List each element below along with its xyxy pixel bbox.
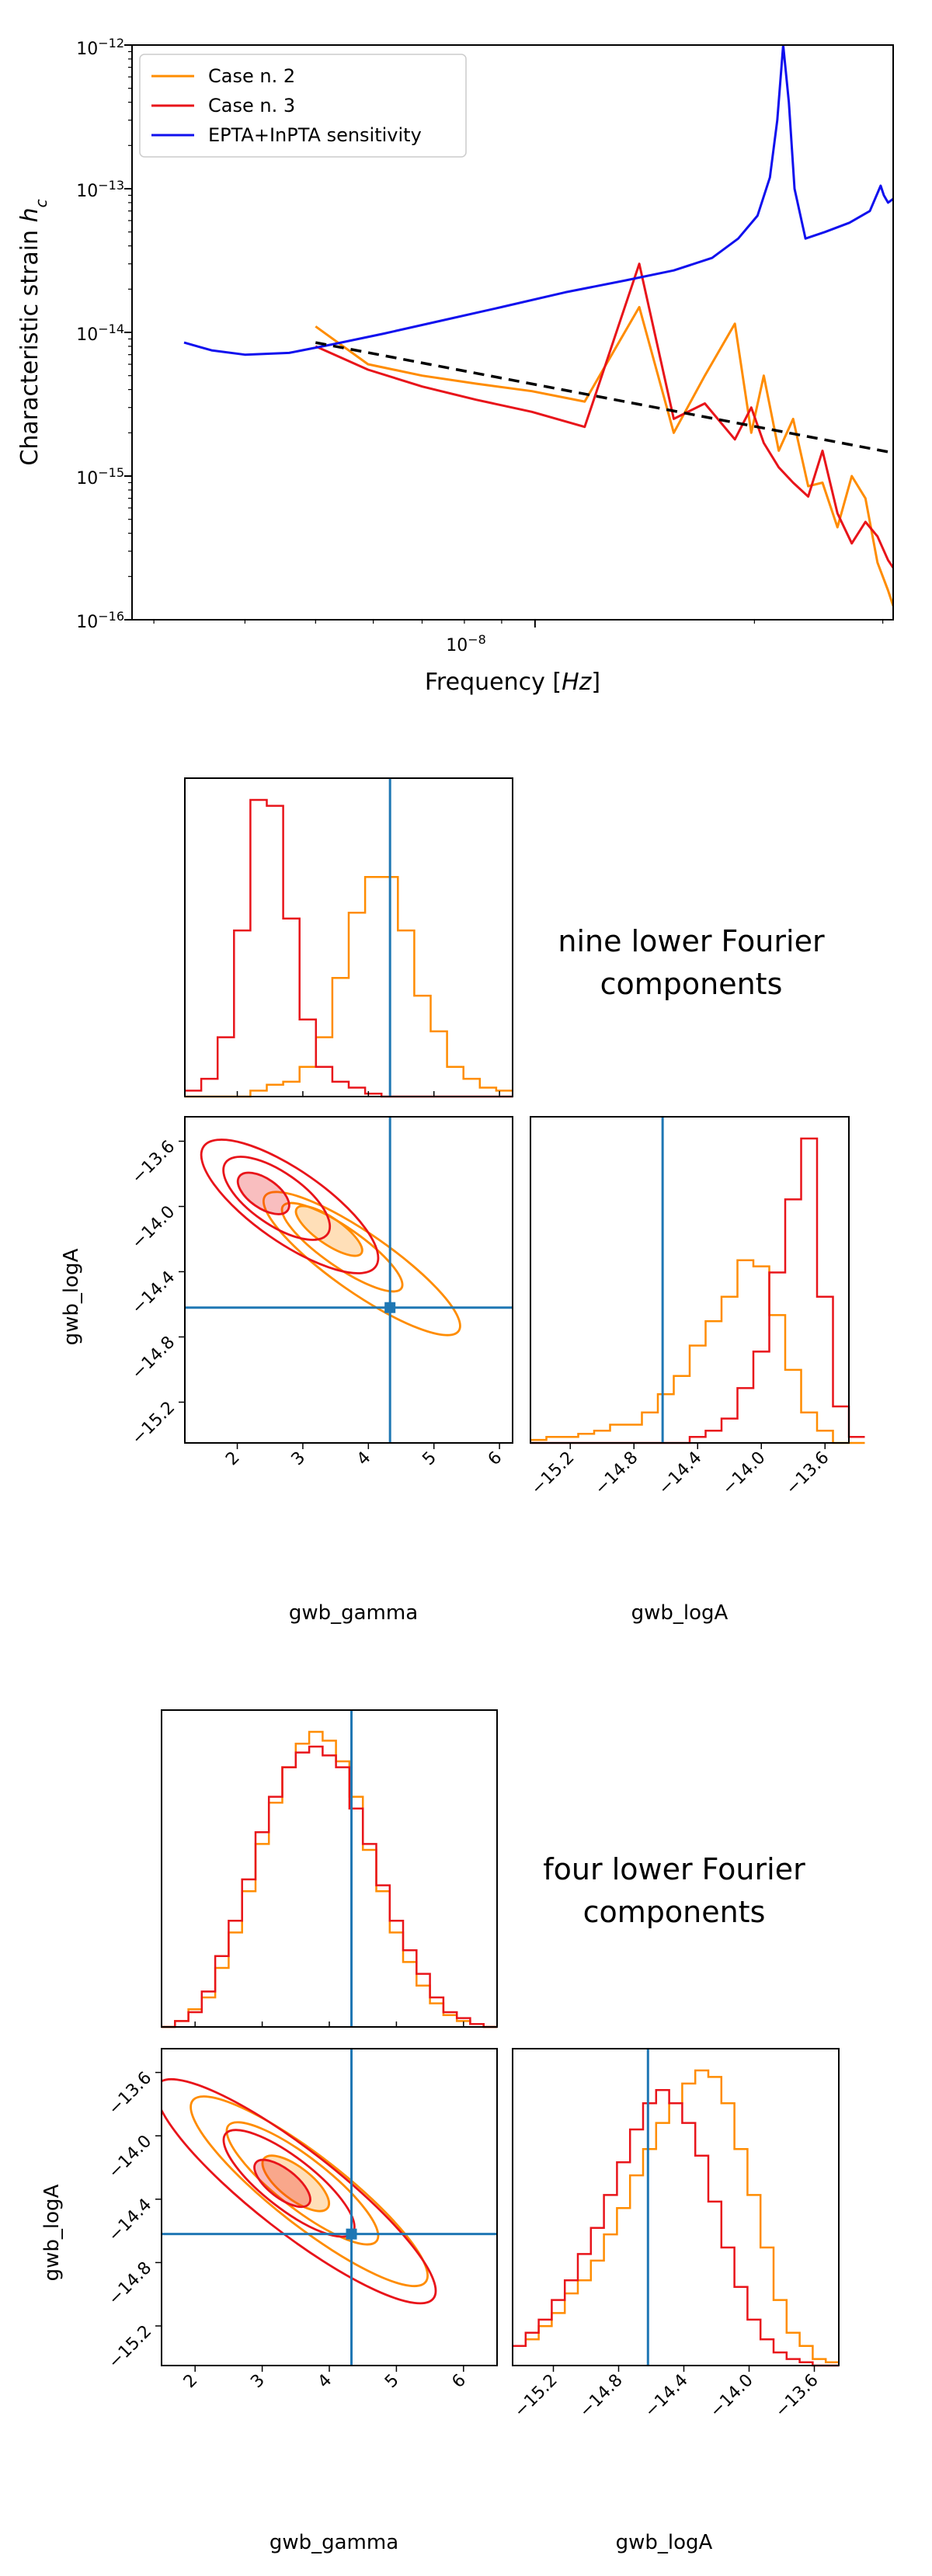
chart-legend: Case n. 2 Case n. 3 EPTA+InPTA sensitivi… xyxy=(139,54,467,158)
strain-axis-ticks xyxy=(124,44,884,627)
corner-b-logA-axis-label: gwb_logA xyxy=(616,2531,713,2554)
legend-label-sensitivity: EPTA+InPTA sensitivity xyxy=(208,124,422,146)
corner-b-logA-hist-frame xyxy=(512,2048,840,2366)
annotation-nine-line2: components xyxy=(600,967,783,1001)
corner-b-gamma-hist-case3 xyxy=(162,1745,497,2028)
corner-b-truth-marker xyxy=(346,2228,357,2240)
series-line-power-law xyxy=(315,341,893,454)
corner-a-logA-y-label: gwb_logA xyxy=(60,1248,83,1345)
legend-label-case2: Case n. 2 xyxy=(208,65,295,87)
corner-a-contour-case3-3 xyxy=(200,1139,380,1274)
corner-b-contour-case2-1 xyxy=(261,2154,330,2213)
annotation-four-line1: four lower Fourier xyxy=(543,1852,805,1886)
corner-a-logA-axis-label: gwb_logA xyxy=(631,1601,729,1625)
corner-a-contour-case2-2 xyxy=(280,1201,404,1293)
corner-a-contour-case3-2 xyxy=(222,1156,332,1241)
series-line-case-n-2 xyxy=(315,305,893,607)
corner-b-joint-plot xyxy=(162,2049,497,2366)
legend-box xyxy=(139,54,467,158)
strain-plot-area xyxy=(183,45,893,607)
corner-b-contour-case3-3 xyxy=(162,2077,437,2305)
series-line-case-n-3 xyxy=(315,262,893,568)
corner-a-gamma-hist-frame xyxy=(184,777,513,1097)
corner-b-gamma-axis-label: gwb_gamma xyxy=(270,2531,398,2554)
corner-a-joint-plot xyxy=(185,1117,513,1443)
corner-a-logA-hist-case2 xyxy=(530,1259,865,1444)
series-line-epta-inpta-sensitivity xyxy=(183,45,893,356)
annotation-four-line2: components xyxy=(583,1895,766,1929)
corner-a-gamma-axis-label: gwb_gamma xyxy=(289,1601,418,1625)
corner-a-logA-hist-frame xyxy=(530,1116,850,1444)
corner-b-contour-case3-1 xyxy=(253,2158,311,2209)
corner-a-gamma-hist-case2 xyxy=(185,876,513,1098)
corner-b-gamma-hist-case2 xyxy=(162,1730,497,2028)
x-axis-label: Frequency [Hz] xyxy=(425,669,600,696)
corner-a-truth-marker xyxy=(384,1302,396,1313)
corner-a-joint-frame xyxy=(184,1116,513,1444)
corner-b-contour-case2-3 xyxy=(190,2095,429,2288)
legend-label-case3: Case n. 3 xyxy=(208,95,295,116)
corner-b-logA-hist-case3 xyxy=(513,2089,839,2367)
corner-b-logA-y-label: gwb_logA xyxy=(40,2184,64,2281)
corner-a-contour-case3-1 xyxy=(236,1171,290,1215)
annotation-nine-line1: nine lower Fourier xyxy=(558,924,825,958)
corner-a-contour-case2-3 xyxy=(262,1191,461,1337)
